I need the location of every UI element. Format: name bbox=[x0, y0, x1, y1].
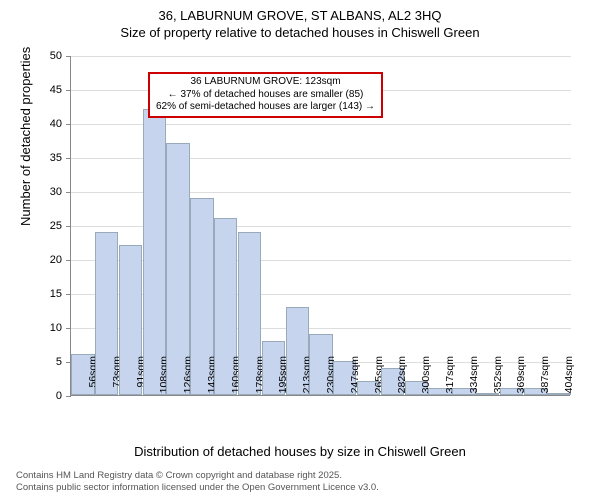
ytick-mark bbox=[66, 260, 71, 261]
ytick-label: 5 bbox=[56, 356, 62, 368]
annotation-line-2: ← 37% of detached houses are smaller (85… bbox=[156, 89, 375, 102]
ytick-mark bbox=[66, 396, 71, 397]
x-axis-label: Distribution of detached houses by size … bbox=[0, 444, 600, 459]
annotation-box: 36 LABURNUM GROVE: 123sqm ← 37% of detac… bbox=[148, 72, 383, 118]
ytick-label: 20 bbox=[50, 254, 62, 266]
chart-title-main: 36, LABURNUM GROVE, ST ALBANS, AL2 3HQ bbox=[0, 0, 600, 23]
footer-line-2: Contains public sector information licen… bbox=[16, 482, 379, 494]
footer-line-1: Contains HM Land Registry data © Crown c… bbox=[16, 470, 379, 482]
y-axis-label: Number of detached properties bbox=[18, 47, 33, 226]
ytick-mark bbox=[66, 294, 71, 295]
ytick-mark bbox=[66, 56, 71, 57]
annotation-line-1: 36 LABURNUM GROVE: 123sqm bbox=[156, 76, 375, 89]
ytick-mark bbox=[66, 158, 71, 159]
xtick-label: 404sqm bbox=[563, 356, 575, 400]
ytick-label: 25 bbox=[50, 220, 62, 232]
ytick-mark bbox=[66, 328, 71, 329]
ytick-label: 50 bbox=[50, 50, 62, 62]
ytick-label: 0 bbox=[56, 390, 62, 402]
ytick-mark bbox=[66, 192, 71, 193]
chart-area: 0510152025303540455056sqm73sqm91sqm108sq… bbox=[70, 56, 570, 396]
ytick-label: 30 bbox=[50, 186, 62, 198]
ytick-mark bbox=[66, 124, 71, 125]
chart-title-sub: Size of property relative to detached ho… bbox=[0, 23, 600, 46]
ytick-label: 15 bbox=[50, 288, 62, 300]
ytick-label: 10 bbox=[50, 322, 62, 334]
gridline-h bbox=[71, 56, 571, 57]
histogram-bar bbox=[143, 109, 166, 395]
ytick-mark bbox=[66, 226, 71, 227]
ytick-label: 45 bbox=[50, 84, 62, 96]
ytick-mark bbox=[66, 90, 71, 91]
footer-attribution: Contains HM Land Registry data © Crown c… bbox=[16, 470, 379, 494]
ytick-label: 40 bbox=[50, 118, 62, 130]
annotation-line-3: 62% of semi-detached houses are larger (… bbox=[156, 101, 375, 114]
ytick-label: 35 bbox=[50, 152, 62, 164]
